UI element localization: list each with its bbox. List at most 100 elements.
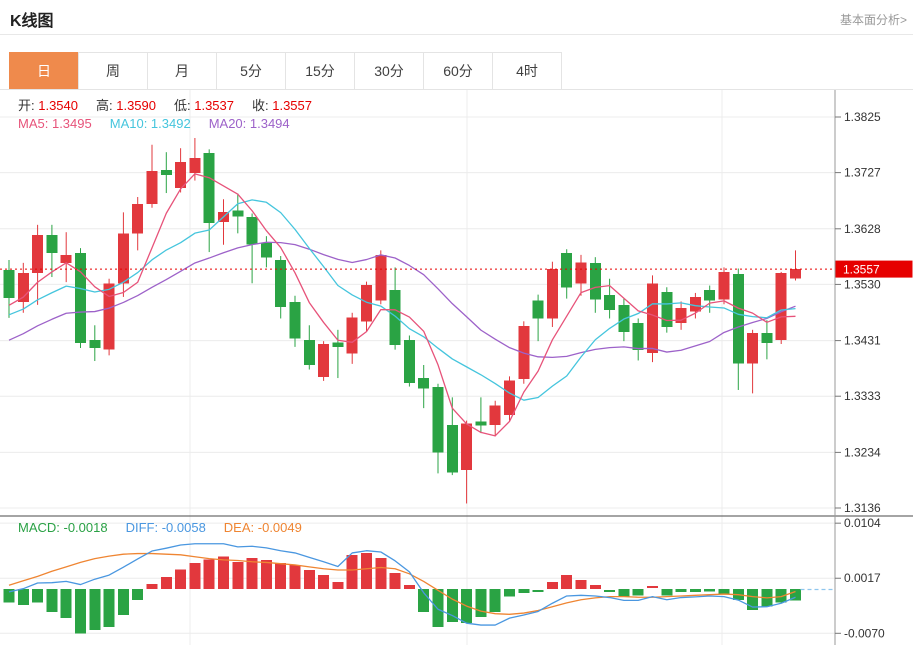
macd-bar — [289, 564, 301, 589]
candle-body — [132, 203, 144, 234]
interval-tab-周[interactable]: 周 — [78, 52, 148, 90]
macd-bar — [489, 589, 501, 612]
candle-body — [489, 405, 501, 426]
candle-body — [403, 340, 415, 384]
macd-bar — [418, 589, 430, 612]
macd-bar — [389, 573, 401, 589]
macd-bar — [375, 557, 387, 589]
candle-body — [346, 317, 358, 354]
candle-body — [60, 254, 72, 263]
candle-body — [461, 423, 473, 470]
interval-tabbar: 日周月 5分 15分 30分 60分 4时 — [9, 52, 562, 90]
ohlc-legend: 开: 1.3540 高: 1.3590 低: 1.3537 收: 1.3557 — [18, 95, 330, 114]
macd-bar — [747, 589, 759, 610]
macd-bar — [647, 586, 658, 588]
macd-bar — [475, 589, 487, 617]
macd-bar — [589, 585, 601, 589]
macd-bar — [675, 589, 687, 593]
macd-bar — [575, 580, 587, 589]
candle-body — [260, 242, 272, 258]
macd-bar — [146, 583, 158, 589]
macd-bar — [332, 582, 344, 589]
macd-bar — [160, 576, 172, 589]
ma-legend: MA5: 1.3495 MA10: 1.3492 MA20: 1.3494 — [18, 116, 308, 131]
interval-tab-4时[interactable]: 4时 — [492, 52, 562, 90]
main-axis-label: 1.3727 — [844, 166, 881, 180]
macd-bar — [689, 589, 701, 593]
candle-body — [303, 340, 315, 365]
candle-body — [589, 262, 601, 300]
candle-body — [17, 273, 29, 303]
candle-body — [561, 253, 573, 288]
macd-bar — [446, 589, 458, 622]
macd-axis-label: 0.0104 — [844, 516, 881, 530]
macd-bar — [632, 589, 644, 596]
candle-body — [146, 170, 158, 204]
ma10-line — [8, 199, 796, 401]
macd-bar — [117, 589, 129, 615]
candle-body — [432, 387, 444, 453]
candle-body — [160, 169, 172, 175]
macd-bar — [604, 590, 616, 592]
main-axis-label: 1.3825 — [844, 110, 881, 124]
diff-line — [8, 543, 796, 626]
candle-body — [89, 340, 101, 348]
candle-body — [103, 283, 115, 350]
interval-tab-5分[interactable]: 5分 — [216, 52, 286, 90]
ohlc-legend-item: 收: 1.3557 — [252, 98, 312, 113]
macd-bar — [132, 589, 144, 600]
macd-bar — [775, 589, 787, 603]
main-axis-label: 1.3530 — [844, 277, 881, 291]
interval-tab-月[interactable]: 月 — [147, 52, 217, 90]
candle-body — [747, 333, 759, 364]
macd-axis-label: 0.0017 — [844, 571, 881, 585]
ohlc-legend-item: 高: 1.3590 — [96, 98, 156, 113]
kline-chart-canvas[interactable]: 1.3825 1.3727 1.3628 1.3530 1.3431 1.3333 1.32… — [0, 90, 913, 645]
candle-body — [446, 425, 458, 473]
macd-bar — [718, 589, 730, 595]
macd-bar — [561, 575, 573, 589]
main-axis-label: 1.3234 — [844, 445, 881, 459]
candle-body — [761, 333, 773, 343]
main-axis-label: 1.3628 — [844, 222, 881, 236]
tabbar-divider — [0, 89, 913, 90]
interval-tab-15分[interactable]: 15分 — [285, 52, 355, 90]
dea-line — [8, 552, 796, 615]
candle-body — [475, 421, 487, 426]
macd-bar — [32, 589, 44, 603]
ma5-line — [8, 173, 796, 437]
interval-tab-30分[interactable]: 30分 — [354, 52, 424, 90]
candle-body — [647, 283, 658, 354]
macd-bar — [303, 570, 315, 589]
candle-body — [504, 380, 515, 415]
macd-bar — [60, 589, 72, 619]
main-axis-label: 1.3431 — [844, 334, 881, 348]
candle-body — [675, 308, 687, 324]
macd-bar — [175, 569, 187, 589]
candle-body — [46, 235, 58, 254]
macd-bar — [232, 561, 244, 589]
candle-body — [389, 290, 401, 346]
current-price-badge-label: 1.3557 — [843, 263, 880, 277]
macd-bar — [246, 557, 258, 589]
header-divider — [0, 34, 913, 35]
interval-tab-日[interactable]: 日 — [9, 52, 79, 90]
page-title: K线图 — [10, 13, 54, 30]
candle-body — [775, 273, 787, 341]
interval-tab-60分[interactable]: 60分 — [423, 52, 493, 90]
fundamental-analysis-link[interactable]: 基本面分析> — [839, 13, 907, 27]
candle-body — [175, 161, 187, 188]
ma-legend-item: MA10: 1.3492 — [109, 116, 191, 131]
candle-body — [689, 296, 701, 312]
macd-bar — [218, 556, 229, 589]
candle-body — [189, 157, 201, 174]
candle-body — [275, 260, 287, 308]
macd-legend: MACD: -0.0018 DIFF: -0.0058 DEA: -0.0049 — [18, 520, 320, 535]
macd-bar — [704, 589, 716, 592]
macd-bar — [518, 589, 530, 593]
candle-body — [3, 270, 15, 299]
macd-bar — [618, 589, 630, 597]
macd-bar — [189, 563, 201, 589]
ma-legend-item: MA5: 1.3495 — [18, 116, 92, 131]
